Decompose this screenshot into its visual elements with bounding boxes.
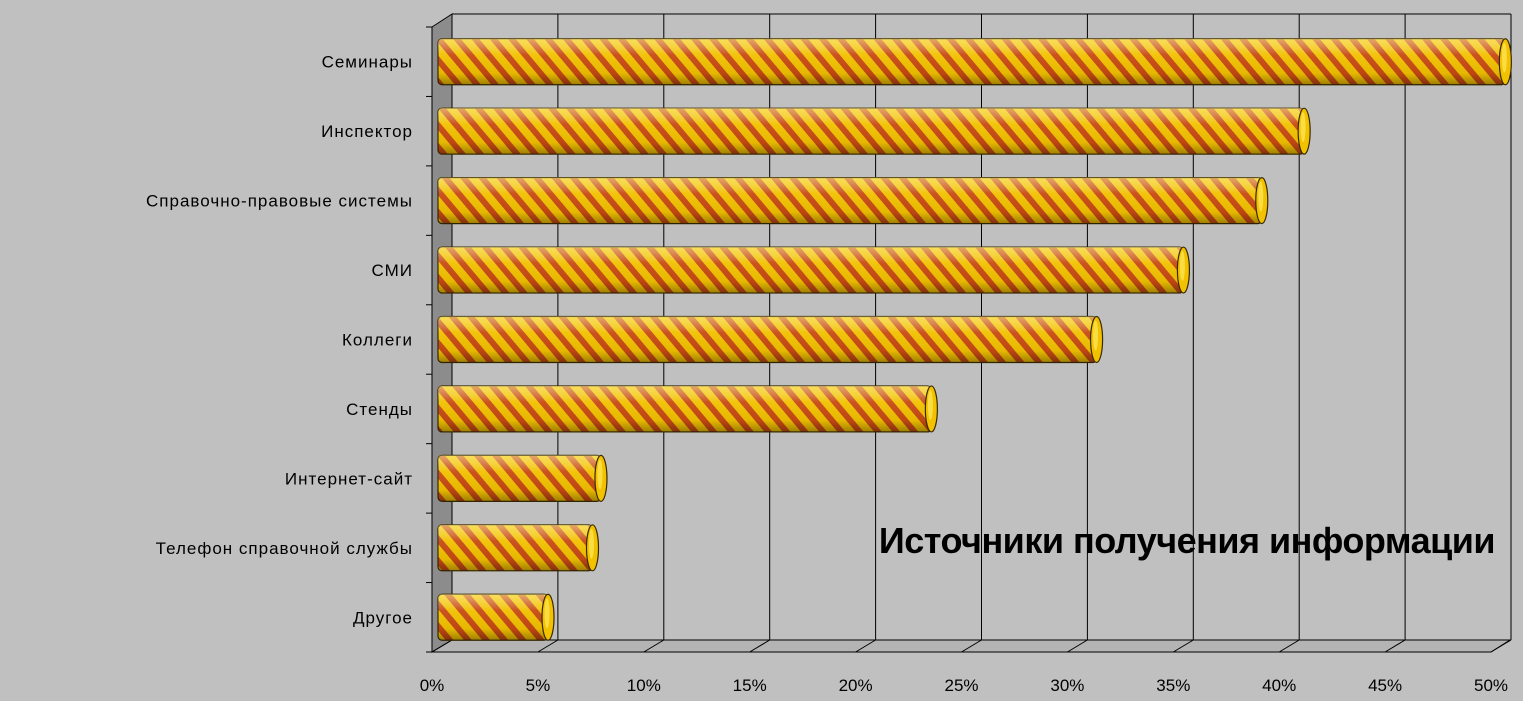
floor-gridline xyxy=(855,639,876,653)
bar-cap-highlight xyxy=(1179,251,1185,282)
chart-title: Источники получения информации xyxy=(879,520,1495,561)
bar-shading xyxy=(438,455,601,502)
bar xyxy=(437,385,938,433)
floor-gridline xyxy=(537,639,559,653)
x-tick-label: 0% xyxy=(420,676,445,695)
x-tick-label: 15% xyxy=(733,676,767,695)
bar-shading xyxy=(438,594,549,641)
bar xyxy=(437,38,1512,86)
bar-cap-highlight xyxy=(1258,181,1264,212)
bar-shading xyxy=(438,108,1305,155)
bar-shading xyxy=(438,524,593,571)
floor-gridline xyxy=(1384,639,1406,653)
x-tick-label: 5% xyxy=(526,676,551,695)
bar-cap-highlight xyxy=(927,389,933,420)
bar-shading xyxy=(438,316,1097,363)
bar xyxy=(437,454,608,502)
bar xyxy=(437,246,1191,294)
bar-cap-highlight xyxy=(1093,320,1099,351)
x-tick-label: 10% xyxy=(627,676,661,695)
bar-cap-highlight xyxy=(544,598,550,629)
floor-gridline xyxy=(1067,639,1088,653)
bar-cap-highlight xyxy=(1300,112,1306,143)
floor-gridline xyxy=(1490,639,1512,653)
bar-shading xyxy=(438,177,1262,224)
x-tick-label: 45% xyxy=(1368,676,1402,695)
category-label: Инспектор xyxy=(321,122,413,141)
category-label: Семинары xyxy=(322,53,413,72)
category-label: Коллеги xyxy=(342,331,413,350)
bar xyxy=(437,315,1104,364)
category-label: Стенды xyxy=(346,400,413,419)
bar xyxy=(437,177,1269,225)
bar-shading xyxy=(438,247,1184,294)
x-tick-label: 40% xyxy=(1262,676,1296,695)
bar xyxy=(437,107,1311,155)
x-tick-label: 30% xyxy=(1050,676,1084,695)
floor-gridline xyxy=(643,639,665,653)
category-label: Интернет-сайт xyxy=(285,469,413,488)
x-tick-label: 25% xyxy=(944,676,978,695)
bar-shading xyxy=(438,385,932,432)
floor-gridline xyxy=(1173,639,1194,653)
bar xyxy=(437,524,600,572)
category-label: Телефон справочной службы xyxy=(156,539,413,558)
category-label: Другое xyxy=(353,608,413,627)
x-tick-label: 20% xyxy=(839,676,873,695)
floor-gridline xyxy=(961,639,982,653)
category-label: Справочно-правовые системы xyxy=(146,192,413,211)
bar-cap-highlight xyxy=(588,528,594,559)
bar-shading xyxy=(438,38,1506,85)
floor-gridline xyxy=(749,639,770,653)
floor-gridline xyxy=(1278,639,1300,653)
bar-cap-highlight xyxy=(597,459,603,490)
bar-cap-highlight xyxy=(1501,42,1507,73)
floor-gridline xyxy=(431,639,453,653)
bar xyxy=(437,593,555,641)
category-label: СМИ xyxy=(372,261,413,280)
x-tick-label: 50% xyxy=(1474,676,1508,695)
x-tick-label: 35% xyxy=(1156,676,1190,695)
